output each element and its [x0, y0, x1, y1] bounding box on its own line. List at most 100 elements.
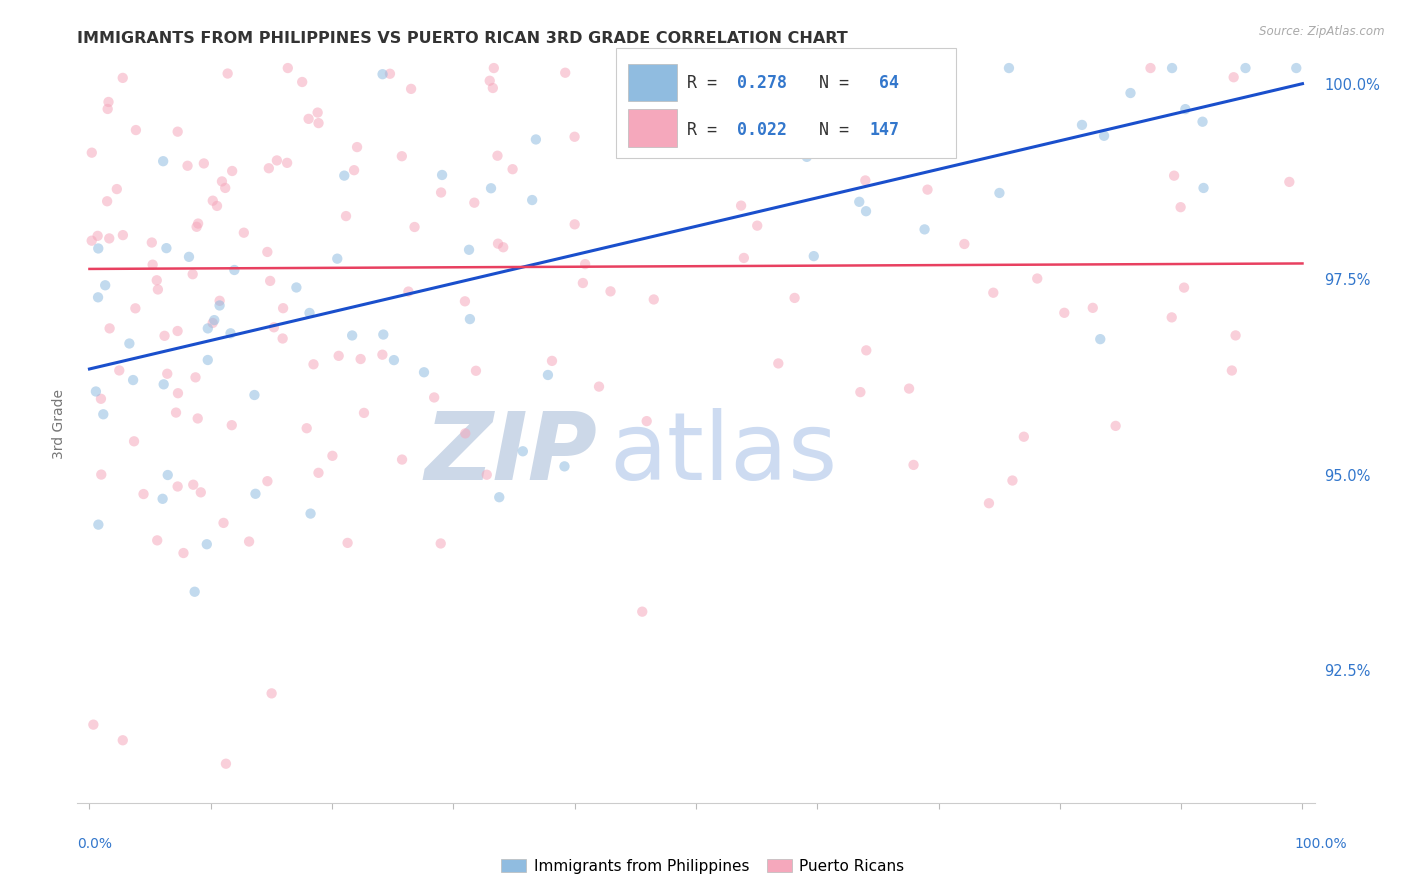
Point — [122, 373, 145, 387]
Point — [156, 468, 179, 483]
Point — [1160, 310, 1182, 325]
Point — [118, 336, 141, 351]
Point — [125, 123, 148, 137]
Point — [423, 391, 446, 405]
Point — [80, 145, 103, 160]
Point — [855, 343, 877, 358]
Text: R =: R = — [688, 120, 727, 138]
Point — [122, 434, 145, 449]
Point — [554, 66, 576, 80]
Point — [977, 496, 1000, 510]
Text: 0.0%: 0.0% — [77, 837, 112, 851]
Point — [181, 477, 204, 491]
Point — [217, 66, 239, 80]
Text: atlas: atlas — [609, 408, 838, 500]
Point — [141, 235, 163, 250]
Point — [98, 231, 121, 245]
Point — [492, 240, 515, 254]
Point — [730, 199, 752, 213]
Point — [1026, 271, 1049, 285]
Point — [256, 474, 278, 488]
Point — [391, 452, 413, 467]
Text: 147: 147 — [869, 120, 900, 138]
Point — [156, 367, 179, 381]
Text: Source: ZipAtlas.com: Source: ZipAtlas.com — [1260, 25, 1385, 38]
Point — [825, 105, 848, 120]
Point — [219, 326, 242, 341]
Point — [197, 321, 219, 335]
Point — [396, 285, 419, 299]
Point — [524, 132, 547, 146]
Point — [1090, 332, 1112, 346]
Point — [747, 219, 769, 233]
Text: 0.022: 0.022 — [737, 120, 787, 138]
Point — [848, 194, 870, 209]
Point — [475, 467, 498, 482]
Point — [202, 313, 225, 327]
Point — [167, 386, 190, 401]
Point — [353, 406, 375, 420]
Point — [153, 328, 176, 343]
Point — [299, 507, 322, 521]
Point — [257, 161, 280, 176]
Point — [631, 605, 654, 619]
Point — [291, 75, 314, 89]
Point — [429, 536, 451, 550]
Point — [91, 407, 114, 421]
Point — [105, 182, 128, 196]
Point — [190, 485, 212, 500]
Point — [1225, 328, 1247, 343]
Point — [564, 217, 586, 231]
Point — [271, 331, 294, 345]
Legend: Immigrants from Philippines, Puerto Ricans: Immigrants from Philippines, Puerto Rica… — [495, 853, 911, 880]
Point — [1220, 363, 1243, 377]
Point — [1163, 169, 1185, 183]
Point — [295, 421, 318, 435]
Text: N =: N = — [799, 73, 859, 92]
Text: 64: 64 — [869, 73, 900, 92]
Point — [482, 61, 505, 75]
Point — [1139, 61, 1161, 75]
Point — [1053, 306, 1076, 320]
Point — [880, 67, 903, 81]
Point — [186, 219, 208, 234]
Point — [302, 357, 325, 371]
Point — [176, 159, 198, 173]
Point — [599, 285, 621, 299]
Point — [90, 392, 112, 406]
Point — [326, 252, 349, 266]
Point — [193, 156, 215, 170]
Point — [263, 320, 285, 334]
Point — [84, 384, 107, 399]
Point — [308, 466, 330, 480]
Point — [177, 250, 200, 264]
Point — [336, 536, 359, 550]
Point — [205, 199, 228, 213]
Point — [520, 193, 543, 207]
Point — [328, 349, 350, 363]
Point — [574, 257, 596, 271]
Point — [145, 273, 167, 287]
Point — [187, 217, 209, 231]
Point — [478, 74, 501, 88]
Point — [371, 348, 394, 362]
Point — [914, 222, 936, 236]
Text: R =: R = — [688, 73, 727, 92]
Point — [94, 278, 117, 293]
Text: 100.0%: 100.0% — [1295, 837, 1347, 851]
Point — [898, 382, 921, 396]
Point — [488, 490, 510, 504]
Point — [172, 546, 194, 560]
Point — [208, 298, 231, 312]
Point — [391, 149, 413, 163]
Point — [201, 316, 224, 330]
Point — [588, 379, 610, 393]
Point — [1012, 430, 1035, 444]
Point — [1119, 86, 1142, 100]
Point — [458, 312, 481, 326]
Point — [1192, 181, 1215, 195]
Point — [486, 149, 509, 163]
Point — [308, 116, 330, 130]
Point — [1081, 301, 1104, 315]
Text: IMMIGRANTS FROM PHILIPPINES VS PUERTO RICAN 3RD GRADE CORRELATION CHART: IMMIGRANTS FROM PHILIPPINES VS PUERTO RI… — [77, 31, 848, 46]
